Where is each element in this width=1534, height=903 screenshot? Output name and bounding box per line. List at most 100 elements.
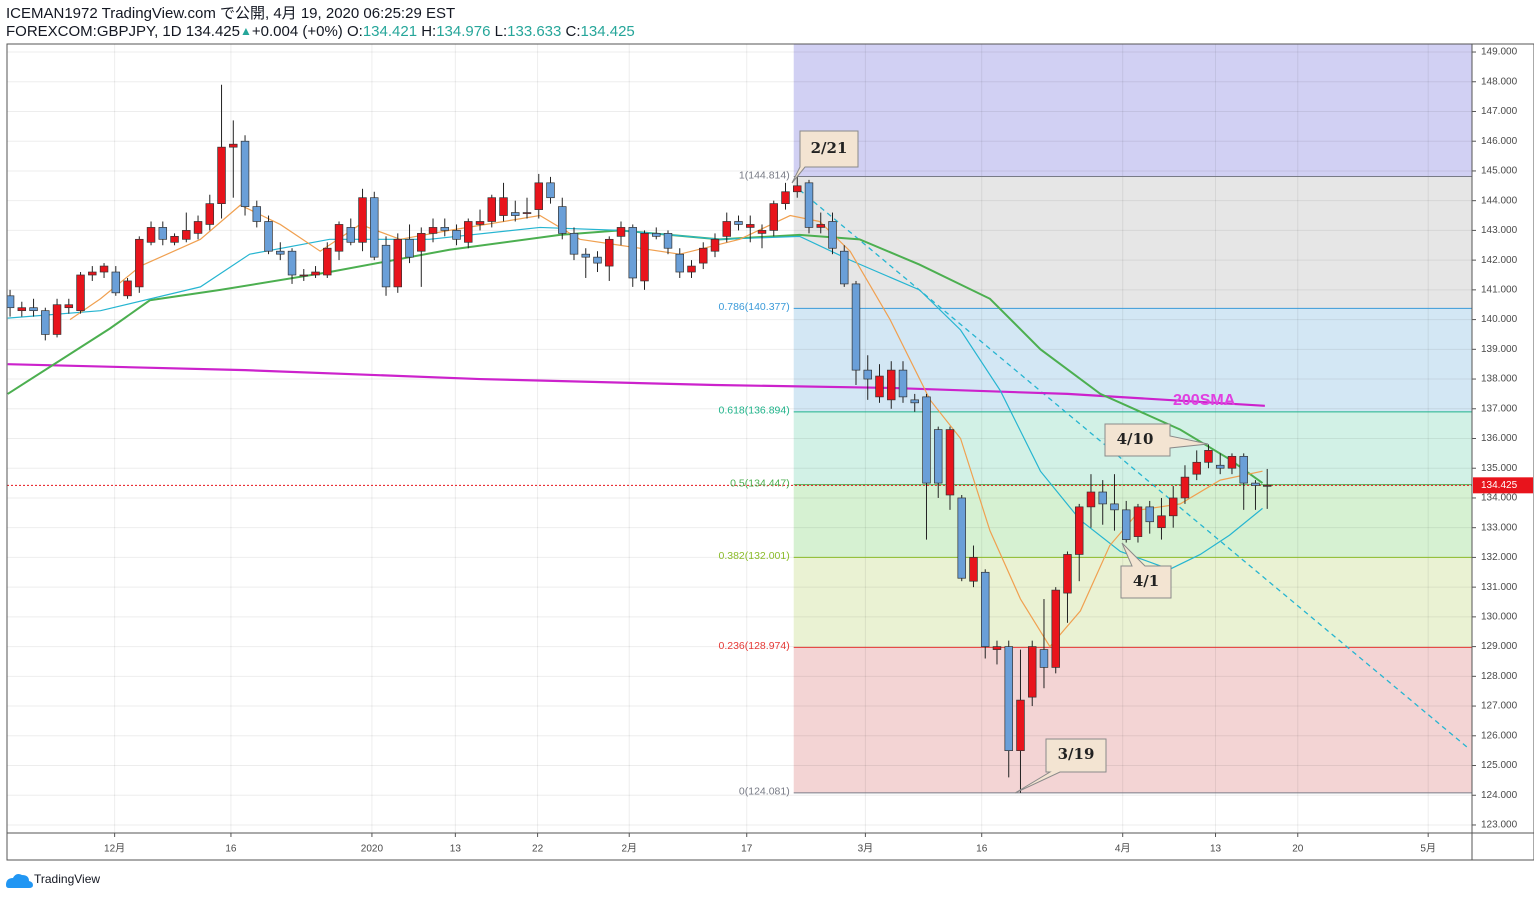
candle-body: [217, 146, 226, 204]
candle-body: [945, 429, 955, 496]
sma-label: 200SMA: [1173, 392, 1236, 409]
candle-body: [135, 238, 144, 288]
candle-body: [229, 143, 238, 148]
candle-body: [41, 310, 50, 335]
candle-body: [1192, 461, 1201, 475]
candle-body: [734, 221, 743, 225]
callout-label: 2/21: [811, 139, 848, 157]
candle-body: [440, 227, 450, 231]
candle-body: [1004, 646, 1013, 752]
candle-body: [193, 221, 203, 234]
fib-label: 1(144.814): [739, 169, 790, 181]
y-tick-label: 136.000: [1481, 433, 1518, 444]
x-tick-label: 13: [450, 844, 462, 855]
x-tick-label: 3月: [858, 843, 874, 855]
fib-label: 0.786(140.377): [718, 301, 789, 313]
candle-body: [687, 265, 696, 273]
candle-body: [828, 221, 837, 249]
header-publisher: ICEMAN1972 TradingView.com で公開, 4月 19, 2…: [6, 5, 455, 22]
candle-body: [992, 646, 1002, 650]
footer-logo: TradingView: [6, 872, 100, 888]
y-tick-label: 144.000: [1481, 195, 1518, 206]
candle-body: [182, 230, 191, 240]
callout-label: 4/1: [1133, 572, 1159, 590]
candle-body: [1239, 455, 1248, 484]
last-price-label: 134.425: [1481, 480, 1518, 491]
x-tick-label: 20: [1292, 844, 1304, 855]
header-quote: FOREXCOM:GBPJPY, 1D 134.425▲+0.004 (+0%)…: [6, 23, 635, 40]
x-tick-label: 22: [532, 844, 544, 855]
y-tick-label: 135.000: [1481, 463, 1518, 474]
candle-body: [1039, 649, 1049, 668]
candle-body: [370, 197, 379, 258]
x-tick-label: 2020: [361, 844, 384, 855]
candle-body: [652, 233, 661, 237]
y-tick-label: 132.000: [1481, 552, 1518, 563]
fib-label: 0.5(134.447): [730, 477, 790, 489]
last-price-tag: [1473, 477, 1533, 494]
candle-body: [851, 283, 861, 371]
trendline: [799, 189, 1469, 749]
candle-body: [1168, 497, 1178, 517]
callout-box: [1120, 542, 1172, 599]
candle-body: [1016, 699, 1025, 752]
y-tick-label: 149.000: [1481, 47, 1518, 58]
y-tick-label: 146.000: [1481, 136, 1518, 147]
x-tick-label: 12月: [104, 843, 125, 855]
logo-icon: [6, 874, 33, 888]
candle-body: [605, 238, 614, 267]
candle-body: [76, 274, 85, 312]
header-l-label: L:: [495, 23, 508, 40]
candle-body: [581, 253, 590, 258]
candle-body: [981, 571, 990, 647]
y-tick-label: 145.000: [1481, 166, 1518, 177]
candle-body: [252, 206, 262, 222]
candle-body: [99, 265, 109, 273]
fib-label: 0.236(128.974): [718, 640, 789, 652]
candle-body: [781, 191, 790, 204]
candle-body: [722, 221, 731, 237]
header-c: 134.425: [581, 23, 635, 40]
candle-body: [29, 307, 38, 312]
x-tick-label: 4月: [1115, 843, 1131, 855]
candle-body: [1180, 476, 1190, 499]
fib-label: 0.618(136.894): [718, 405, 789, 417]
candle-body: [663, 233, 673, 249]
candle-body: [569, 233, 579, 255]
y-tick-label: 124.000: [1481, 790, 1518, 801]
candle-body: [123, 280, 132, 297]
candle-body: [487, 197, 496, 222]
x-tick-label: 5月: [1420, 843, 1436, 855]
fib-zone: [793, 647, 1472, 793]
candle-body: [417, 233, 426, 252]
candle-body: [746, 224, 755, 228]
candle-body: [299, 274, 309, 277]
candle-body: [464, 221, 473, 243]
candle-body: [1157, 515, 1166, 529]
candle-body: [264, 221, 273, 252]
candle-body: [804, 182, 814, 228]
candle-body: [287, 250, 297, 276]
candle-body: [887, 369, 896, 401]
y-tick-label: 125.000: [1481, 760, 1518, 771]
x-tick-label: 16: [225, 844, 237, 855]
y-tick-label: 128.000: [1481, 671, 1518, 682]
candle-body: [816, 224, 825, 228]
header-o-label: O:: [347, 23, 363, 40]
footer-brand: TradingView: [34, 872, 100, 886]
candle-body: [1204, 450, 1213, 463]
candle-body: [1098, 491, 1107, 505]
plot-area: [7, 44, 1472, 833]
header-o: 134.421: [363, 23, 417, 40]
y-tick-label: 148.000: [1481, 76, 1518, 87]
candle-body: [381, 244, 391, 288]
plot-marks: [7, 84, 1472, 793]
candle-body: [7, 295, 15, 309]
y-tick-label: 138.000: [1481, 374, 1518, 385]
candle-body: [546, 182, 555, 199]
y-tick-label: 123.000: [1481, 820, 1518, 831]
fib-zone: [793, 484, 1472, 558]
moving-average: [69, 204, 1263, 648]
candle-body: [499, 197, 508, 216]
candle-body: [358, 197, 367, 243]
